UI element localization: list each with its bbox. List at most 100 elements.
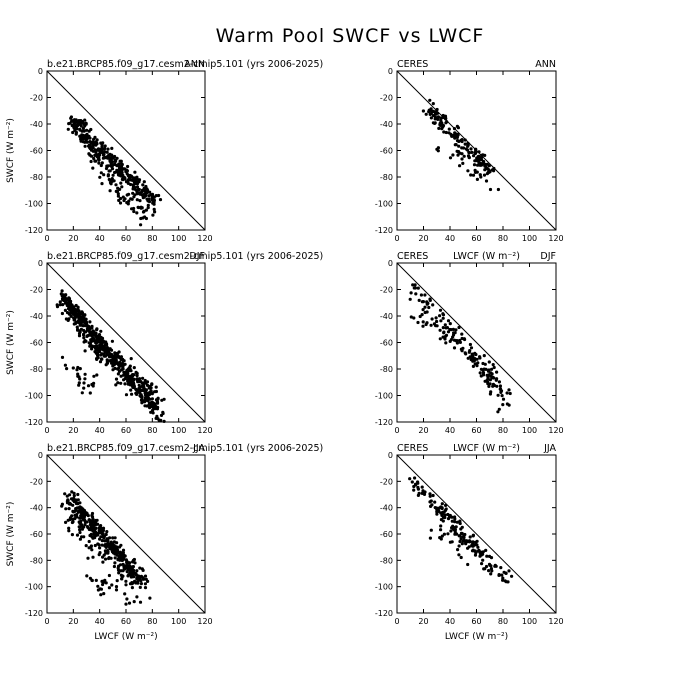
data-point: [474, 147, 478, 151]
data-point: [428, 98, 432, 102]
data-point: [152, 406, 156, 410]
data-point: [116, 186, 120, 190]
data-point: [438, 337, 442, 341]
x-tick-label: 60: [121, 617, 131, 626]
data-point: [464, 147, 468, 151]
data-point: [425, 302, 429, 306]
data-point: [116, 194, 120, 198]
panel-right-label: DJF: [540, 251, 556, 262]
data-point: [113, 159, 117, 164]
data-point: [131, 558, 136, 562]
data-point: [478, 163, 482, 167]
data-point: [430, 317, 434, 321]
data-point: [110, 163, 114, 167]
data-point: [441, 312, 445, 316]
data-point: [422, 492, 427, 496]
y-tick-label: -40: [380, 120, 393, 129]
data-point: [86, 328, 90, 332]
y-tick-label: -40: [380, 312, 393, 321]
data-point: [87, 152, 91, 156]
data-point: [416, 286, 420, 290]
data-point: [490, 376, 494, 380]
data-point: [68, 305, 72, 309]
data-point: [473, 362, 477, 366]
data-point: [143, 192, 147, 196]
data-point: [469, 346, 474, 350]
data-point: [105, 530, 109, 534]
data-point: [141, 183, 145, 187]
data-point: [98, 551, 102, 555]
data-point: [88, 391, 92, 395]
scatter-points: [60, 490, 152, 606]
data-point: [137, 205, 141, 210]
data-point: [463, 138, 467, 142]
data-point: [112, 564, 116, 569]
data-point: [476, 163, 480, 167]
reference-line: [46, 70, 206, 231]
y-tick-label: -80: [30, 365, 43, 374]
data-point: [490, 569, 494, 573]
data-point: [457, 144, 461, 148]
data-point: [113, 556, 117, 560]
data-point: [439, 528, 443, 532]
y-tick-label: -100: [375, 392, 393, 401]
data-point: [463, 142, 467, 146]
data-point: [134, 581, 138, 585]
data-point: [91, 142, 95, 146]
x-tick-label: 0: [394, 617, 399, 626]
data-point: [150, 397, 154, 401]
data-point: [122, 566, 126, 570]
data-point: [130, 392, 134, 396]
data-point: [413, 476, 417, 480]
data-point: [83, 118, 87, 122]
data-point: [70, 533, 74, 537]
data-point: [155, 407, 159, 411]
figure-title: Warm Pool SWCF vs LWCF: [216, 25, 485, 47]
data-point: [145, 404, 149, 408]
x-tick-label: 60: [471, 426, 481, 435]
data-point: [459, 527, 463, 531]
data-point: [113, 561, 117, 565]
data-point: [440, 123, 444, 127]
data-point: [100, 539, 104, 543]
data-point: [156, 417, 160, 421]
data-point: [121, 195, 125, 199]
data-point: [99, 353, 103, 357]
data-point: [491, 363, 495, 367]
data-point: [483, 362, 487, 366]
data-point: [471, 354, 475, 358]
data-point: [450, 519, 454, 523]
data-point: [442, 331, 446, 335]
data-point: [144, 208, 148, 212]
data-point: [462, 337, 466, 341]
data-point: [119, 196, 123, 201]
data-point: [497, 573, 501, 578]
data-point: [139, 205, 143, 209]
data-point: [89, 159, 93, 164]
data-point: [66, 318, 70, 322]
data-point: [477, 156, 481, 160]
data-point: [100, 182, 104, 186]
data-point: [480, 562, 484, 566]
data-point: [114, 588, 119, 592]
data-point: [119, 374, 123, 378]
data-point: [462, 154, 466, 158]
data-point: [84, 321, 88, 325]
data-point: [120, 556, 124, 560]
data-point: [412, 488, 416, 492]
data-point: [431, 102, 435, 106]
data-point: [421, 308, 425, 312]
data-point: [128, 561, 132, 565]
data-point: [83, 523, 87, 527]
data-point: [154, 385, 158, 389]
data-point: [106, 538, 110, 542]
data-point: [146, 198, 150, 202]
data-point: [69, 497, 74, 501]
data-point: [77, 331, 82, 336]
data-point: [78, 530, 82, 535]
data-point: [88, 330, 92, 334]
data-point: [131, 191, 135, 195]
data-point: [487, 554, 492, 559]
data-point: [461, 539, 465, 543]
data-point: [125, 169, 129, 173]
